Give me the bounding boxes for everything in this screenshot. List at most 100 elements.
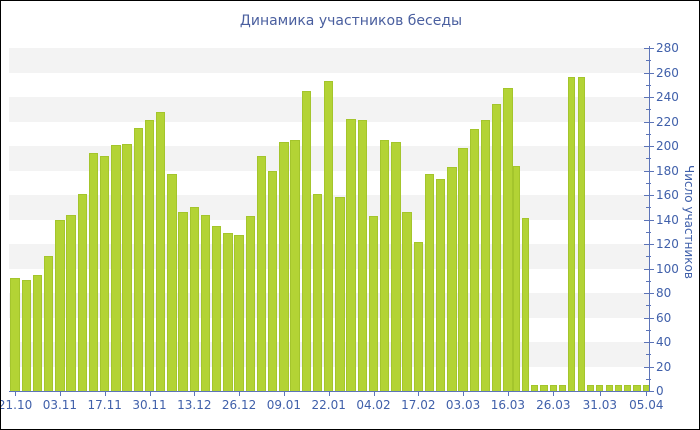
x-tick (373, 391, 375, 396)
y-tick-label: 60 (656, 310, 672, 325)
bar (346, 119, 356, 391)
bar (586, 384, 595, 391)
y-tick-label: 20 (656, 359, 672, 374)
x-tick-label: 05.04 (629, 398, 664, 412)
y-minor-tick (646, 84, 651, 86)
y-tick-label: 280 (656, 41, 679, 55)
x-tick-label: 13.12 (177, 398, 212, 412)
x-tick (418, 391, 420, 396)
bar (335, 197, 345, 391)
bar (212, 225, 222, 391)
y-major-tick (644, 195, 654, 196)
x-tick (599, 391, 601, 396)
y-axis-title: Число участников (682, 164, 696, 279)
bar (624, 384, 632, 391)
bar (402, 212, 412, 391)
y-tick-label: 200 (656, 139, 679, 153)
chart-title: Динамика участников беседы (239, 13, 463, 29)
bar (88, 153, 99, 391)
x-tick-label: 03.03 (445, 398, 481, 412)
x-tick-label: 04.02 (356, 398, 391, 412)
y-tick-label: 260 (656, 65, 679, 80)
y-minor-tick (646, 256, 651, 258)
bar (301, 90, 311, 391)
x-tick (59, 391, 61, 396)
bar (312, 193, 323, 391)
y-tick-label: 220 (656, 114, 679, 129)
x-tick (553, 391, 555, 396)
bar (223, 232, 233, 391)
bar (357, 120, 367, 391)
y-tick-label: 100 (656, 261, 679, 276)
x-tick-label: 03.11 (42, 398, 78, 412)
bar (492, 104, 502, 391)
bar (156, 111, 166, 391)
bar (178, 212, 188, 391)
x-tick-label: 09.01 (266, 398, 302, 412)
bar (424, 174, 435, 391)
bar (540, 384, 548, 391)
x-tick-label: 17.11 (87, 398, 122, 412)
bar (521, 218, 529, 391)
y-minor-tick (646, 207, 651, 209)
x-tick-label: 22.01 (311, 398, 346, 412)
y-minor-tick (646, 133, 651, 135)
x-tick (15, 391, 17, 396)
bar (268, 170, 278, 391)
x-tick-label: 16.03 (490, 398, 526, 412)
bar (605, 384, 613, 391)
bar (480, 120, 491, 391)
y-tick-label: 0 (656, 384, 664, 398)
bar (44, 256, 54, 391)
y-major-tick (644, 72, 654, 74)
y-major-tick (644, 121, 654, 123)
y-major-tick (644, 366, 654, 368)
y-tick-label: 120 (656, 237, 679, 251)
y-tick-label: 240 (656, 90, 679, 104)
y-major-tick (644, 244, 654, 245)
bar (111, 144, 121, 391)
grid-band (9, 48, 649, 73)
x-tick-label: 26.03 (536, 398, 571, 412)
bar (77, 193, 87, 391)
bar (279, 142, 289, 391)
bar (55, 219, 65, 391)
y-axis-line (649, 46, 650, 392)
x-tick-label: 21.10 (0, 398, 33, 412)
x-tick-label: 31.03 (582, 398, 617, 412)
bar (100, 155, 110, 391)
bar (391, 142, 401, 391)
bar (577, 77, 585, 391)
bar (10, 278, 20, 391)
bar (633, 384, 641, 391)
y-tick-label: 140 (656, 212, 679, 227)
bar (512, 165, 520, 391)
bar (189, 207, 199, 391)
x-tick (104, 391, 106, 396)
bar (234, 235, 244, 391)
x-tick-label: 17.02 (401, 398, 436, 412)
y-tick-label: 80 (656, 286, 672, 300)
y-major-tick (644, 219, 654, 221)
bar (413, 241, 423, 391)
x-tick (283, 391, 285, 396)
x-tick-label: 30.11 (132, 398, 167, 412)
bar (531, 384, 539, 391)
y-major-tick (644, 48, 654, 49)
bar (122, 143, 132, 391)
bar (200, 214, 211, 391)
bar (568, 77, 576, 391)
bar (32, 274, 43, 391)
x-tick (507, 391, 509, 396)
bar (458, 148, 468, 391)
y-minor-tick (646, 378, 651, 380)
y-major-tick (644, 391, 654, 392)
y-minor-tick (646, 354, 651, 356)
y-minor-tick (646, 60, 651, 62)
y-minor-tick (646, 182, 651, 184)
y-minor-tick (646, 329, 651, 331)
bar (368, 215, 379, 391)
bar (133, 127, 143, 391)
